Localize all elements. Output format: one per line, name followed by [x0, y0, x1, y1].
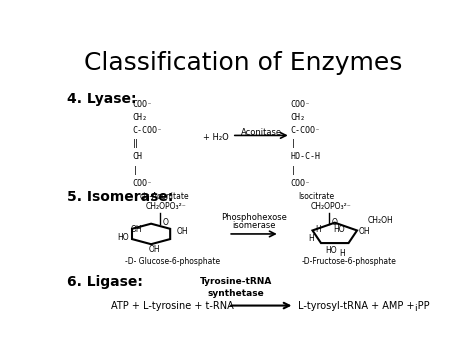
Text: H: H: [308, 234, 314, 242]
Text: HO: HO: [325, 246, 337, 255]
Text: L-tyrosyl-tRNA + AMP + PP: L-tyrosyl-tRNA + AMP + PP: [298, 301, 429, 311]
Text: HO: HO: [118, 233, 129, 242]
Text: -D-Fructose-6-phosphate: -D-Fructose-6-phosphate: [301, 257, 397, 266]
Text: O: O: [332, 218, 337, 227]
Text: Isocitrate: Isocitrate: [298, 192, 334, 201]
Text: HO-C-H: HO-C-H: [291, 153, 321, 162]
Text: COO⁻: COO⁻: [133, 100, 153, 109]
Text: synthetase: synthetase: [207, 289, 264, 298]
Text: Phosphohexose: Phosphohexose: [221, 213, 287, 222]
Text: 4. Lyase:: 4. Lyase:: [66, 92, 136, 106]
Polygon shape: [312, 223, 357, 243]
Text: |: |: [291, 140, 296, 148]
Text: |: |: [291, 165, 296, 175]
Text: ATP + L-tyrosine + t-RNA: ATP + L-tyrosine + t-RNA: [110, 301, 233, 311]
Text: H: H: [339, 249, 345, 258]
Text: OH: OH: [149, 245, 161, 255]
Text: |: |: [133, 165, 138, 175]
Text: C-COO⁻: C-COO⁻: [291, 126, 321, 135]
Text: OH: OH: [177, 227, 189, 236]
Text: CH₂: CH₂: [291, 113, 306, 122]
Text: 6. Ligase:: 6. Ligase:: [66, 275, 143, 289]
Text: i: i: [414, 305, 416, 313]
Text: CH: CH: [133, 153, 143, 162]
Text: OH: OH: [130, 224, 142, 234]
Text: H: H: [315, 225, 321, 234]
Text: COO⁻: COO⁻: [133, 179, 153, 188]
Text: Aconitase: Aconitase: [241, 127, 282, 137]
Text: Classification of Enzymes: Classification of Enzymes: [84, 51, 402, 75]
Text: -D- Glucose-6-phosphate: -D- Glucose-6-phosphate: [125, 257, 220, 266]
Polygon shape: [132, 224, 170, 244]
Text: OH: OH: [359, 227, 370, 236]
Text: CH₂: CH₂: [133, 113, 148, 122]
Text: cis-Aconitate: cis-Aconitate: [140, 192, 190, 201]
Text: isomerase: isomerase: [232, 221, 276, 230]
Text: ‖: ‖: [133, 140, 138, 148]
Text: HO: HO: [333, 225, 345, 234]
Text: COO⁻: COO⁻: [291, 179, 310, 188]
Text: CH₂OH: CH₂OH: [368, 216, 393, 225]
Text: Tyrosine-tRNA: Tyrosine-tRNA: [200, 277, 272, 286]
Text: O: O: [163, 218, 169, 227]
Text: COO⁻: COO⁻: [291, 100, 310, 109]
Text: 5. Isomerase:: 5. Isomerase:: [66, 190, 173, 204]
Text: CH₂OPO₃²⁻: CH₂OPO₃²⁻: [146, 202, 186, 211]
Text: + H₂O: + H₂O: [202, 133, 228, 142]
Text: CH₂OPO₃²⁻: CH₂OPO₃²⁻: [311, 202, 351, 211]
Text: C-COO⁻: C-COO⁻: [133, 126, 163, 135]
